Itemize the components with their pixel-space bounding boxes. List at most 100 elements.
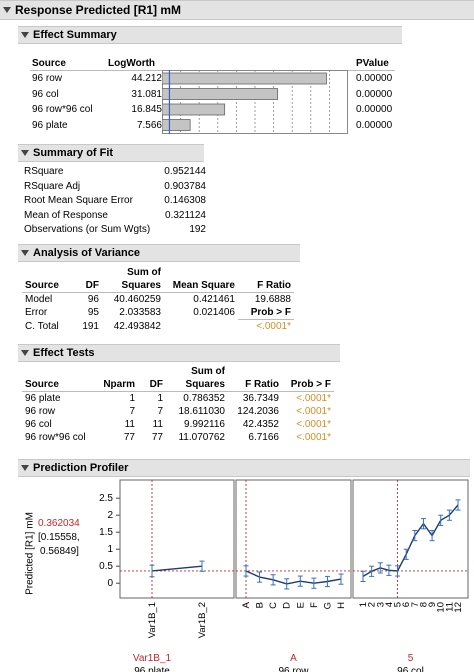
effect-test-cell-f: 36.7349 — [242, 393, 279, 404]
effect-test-cell-nparm: 7 — [129, 406, 135, 417]
effect-test-cell-p: <.0001* — [296, 432, 331, 443]
x-level-label: 7 — [410, 602, 421, 607]
effect-test-row: 96 row 7 7 18.611030 124.2036 <.0001* — [22, 405, 334, 418]
disclosure-icon[interactable] — [21, 32, 29, 38]
effect-test-row: 96 row*96 col 77 77 11.070762 6.7166 <.0001* — [22, 431, 334, 444]
fit-value: 0.903784 — [164, 180, 206, 192]
fit-value: 0.952144 — [164, 166, 206, 177]
factor-name: 96 col — [397, 666, 424, 672]
source-header: Source — [32, 58, 66, 69]
effect-pvalue: 0.00000 — [356, 88, 393, 100]
x-level-label: 4 — [384, 602, 395, 607]
ss-header-line1: Sum of — [127, 267, 161, 278]
effect-test-cell-p: <.0001* — [296, 393, 331, 404]
effect-pvalue: 0.00000 — [356, 73, 393, 84]
effect-test-cell-f: 6.7166 — [248, 432, 279, 443]
fit-label: Mean of Response — [24, 209, 108, 221]
effect-test-cell-source: 96 plate — [25, 393, 61, 404]
x-level-label: 6 — [401, 602, 412, 607]
effect-source: 96 plate — [32, 119, 68, 131]
fit-value: 0.146308 — [164, 195, 206, 206]
effect-test-row: 96 col 11 11 9.992116 42.4352 <.0001* — [22, 418, 334, 431]
effect-test-cell-source: 96 row — [25, 406, 56, 417]
factor-current-level: A — [290, 653, 297, 664]
effect-test-cell-p: <.0001* — [296, 419, 331, 430]
effect-test-cell-df: 77 — [151, 432, 163, 443]
disclosure-icon[interactable] — [21, 465, 29, 471]
x-level-label: 2 — [367, 602, 378, 607]
effect-test-cell-nparm: 77 — [123, 432, 135, 443]
effect-tests-table: Sum of Source Nparm DF Squares F Ratio P… — [22, 365, 334, 444]
source-header: Source — [22, 378, 98, 392]
effect-test-cell-df: 11 — [152, 419, 163, 430]
x-level-label: B — [255, 602, 266, 608]
effect-summary-header[interactable]: Effect Summary — [18, 26, 402, 44]
pvalue-header: PValue — [356, 58, 389, 69]
anova-cell-f: <.0001* — [256, 321, 291, 332]
section-title: Summary of Fit — [33, 147, 114, 159]
summary-of-fit-header[interactable]: Summary of Fit — [18, 144, 204, 162]
ss-header-line2: Squares — [102, 279, 164, 293]
section-title: Analysis of Variance — [33, 247, 140, 259]
effect-logworth: 7.566 — [136, 119, 162, 131]
disclosure-icon[interactable] — [21, 350, 29, 356]
anova-cell-f: 19.6888 — [254, 294, 291, 305]
anova-cell-ss: 42.493842 — [113, 320, 161, 332]
profiler-plot[interactable]: 2.5 2 1.5 1 0.5 0 Var1B_1 Var1B_2 Var1B_1 96 plat… — [0, 478, 474, 672]
f-header: F Ratio — [238, 279, 294, 293]
effect-test-cell-source: 96 row*96 col — [25, 432, 86, 443]
x-level-label: 9 — [427, 602, 438, 607]
x-level-label: A — [241, 601, 252, 608]
profiler-header[interactable]: Prediction Profiler — [18, 459, 470, 477]
x-level-label: Var1B_2 — [197, 602, 208, 638]
x-level-label: F — [309, 602, 320, 608]
effect-logworth: 16.845 — [131, 104, 162, 115]
effect-logworth: 31.081 — [131, 88, 162, 100]
effect-pvalue: 0.00000 — [356, 104, 393, 115]
x-level-label: 5 — [393, 602, 404, 607]
current-prediction-value[interactable]: 0.362034 — [38, 518, 80, 529]
fit-value: 192 — [189, 224, 206, 235]
x-level-label: 8 — [418, 602, 429, 607]
effect-source: 96 row — [32, 73, 63, 84]
x-level-label: E — [295, 602, 306, 608]
logworth-bar — [162, 72, 327, 85]
anova-cell-source: C. Total — [25, 320, 59, 332]
effect-test-cell-f: 42.4352 — [242, 419, 279, 430]
logworth-bar — [162, 103, 226, 116]
y-tick-label: 0.5 — [99, 561, 113, 572]
factor-current-level: Var1B_1 — [133, 653, 172, 664]
nparm-header: Nparm — [98, 378, 138, 392]
anova-row: Error 95 2.033583 0.021406 Prob > F — [22, 306, 294, 320]
ss-header-line1: Sum of — [191, 366, 225, 377]
effect-test-cell-df: 1 — [157, 393, 163, 404]
section-title: Prediction Profiler — [33, 462, 129, 474]
disclosure-icon[interactable] — [21, 150, 29, 156]
factor-name: 96 row — [278, 666, 309, 672]
y-tick-label: 1.5 — [99, 527, 113, 538]
effect-test-cell-ss: 0.786352 — [183, 393, 225, 404]
effect-test-cell-nparm: 1 — [129, 393, 135, 404]
disclosure-icon[interactable] — [21, 250, 29, 256]
y-tick-label: 0 — [107, 578, 113, 589]
x-level-label: 1 — [358, 602, 369, 607]
anova-cell-ss: 2.033583 — [119, 307, 161, 319]
anova-header[interactable]: Analysis of Variance — [18, 244, 300, 262]
y-tick-label: 1 — [107, 544, 113, 555]
fit-label: RSquare — [24, 166, 64, 177]
report-header[interactable]: Response Predicted [R1] mM — [0, 0, 474, 20]
fit-value: 0.321124 — [165, 209, 206, 221]
anova-row: Model 96 40.460259 0.421461 19.6888 — [22, 293, 294, 307]
anova-cell-ms — [164, 320, 238, 334]
effect-test-row: 96 plate 1 1 0.786352 36.7349 <.0001* — [22, 392, 334, 406]
anova-cell-f: Prob > F — [238, 306, 294, 320]
disclosure-icon[interactable] — [3, 7, 11, 13]
effect-tests-header[interactable]: Effect Tests — [18, 344, 340, 362]
effect-test-cell-nparm: 11 — [124, 419, 135, 430]
effect-test-cell-f: 124.2036 — [237, 406, 279, 417]
x-level-label: C — [268, 602, 279, 609]
effect-test-cell-ss: 9.992116 — [184, 419, 225, 430]
prediction-trace — [245, 570, 342, 585]
ci-high: 0.56849] — [40, 546, 79, 557]
anova-cell-df: 191 — [82, 320, 99, 332]
